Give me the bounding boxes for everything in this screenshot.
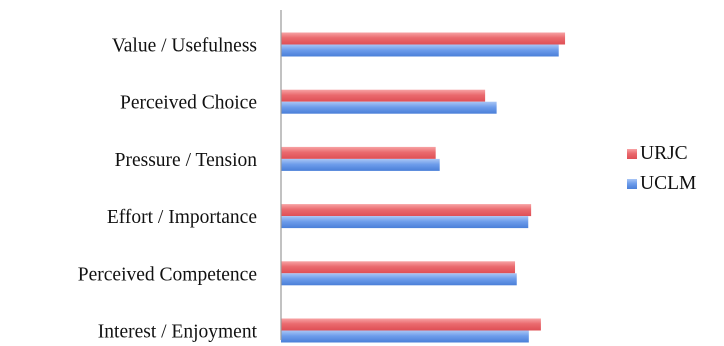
bar-uclm-pressure-tension	[281, 158, 440, 171]
bar-urjc-perceived-competence	[281, 261, 516, 274]
legend: URJC UCLM	[627, 143, 696, 194]
category-labels: Value / Usefulness Perceived Choice Pressu…	[78, 36, 258, 343]
category-label-interest-enjoyment: Interest / Enjoyment	[98, 322, 258, 343]
legend-swatch-urjc	[627, 149, 637, 159]
legend-label-urjc: URJC	[640, 143, 688, 164]
category-label-effort-importance: Effort / Importance	[107, 207, 257, 228]
bar-uclm-perceived-competence	[281, 273, 517, 286]
bar-uclm-value-usefulness	[281, 44, 559, 57]
bar-urjc-value-usefulness	[281, 32, 566, 45]
category-label-perceived-competence: Perceived Competence	[78, 264, 257, 285]
bar-urjc-perceived-choice	[281, 89, 486, 102]
bar-uclm-perceived-choice	[281, 101, 497, 114]
category-label-value-usefulness: Value / Usefulness	[112, 36, 257, 57]
bar-uclm-effort-importance	[281, 216, 529, 229]
bar-urjc-pressure-tension	[281, 146, 436, 159]
bar-urjc-effort-importance	[281, 204, 532, 217]
bars-layer	[281, 32, 566, 343]
category-label-pressure-tension: Pressure / Tension	[115, 150, 258, 171]
legend-swatch-uclm	[627, 179, 637, 189]
legend-label-uclm: UCLM	[640, 173, 696, 194]
category-label-perceived-choice: Perceived Choice	[120, 93, 257, 114]
bar-uclm-interest-enjoyment	[281, 330, 529, 343]
bar-urjc-interest-enjoyment	[281, 318, 541, 331]
